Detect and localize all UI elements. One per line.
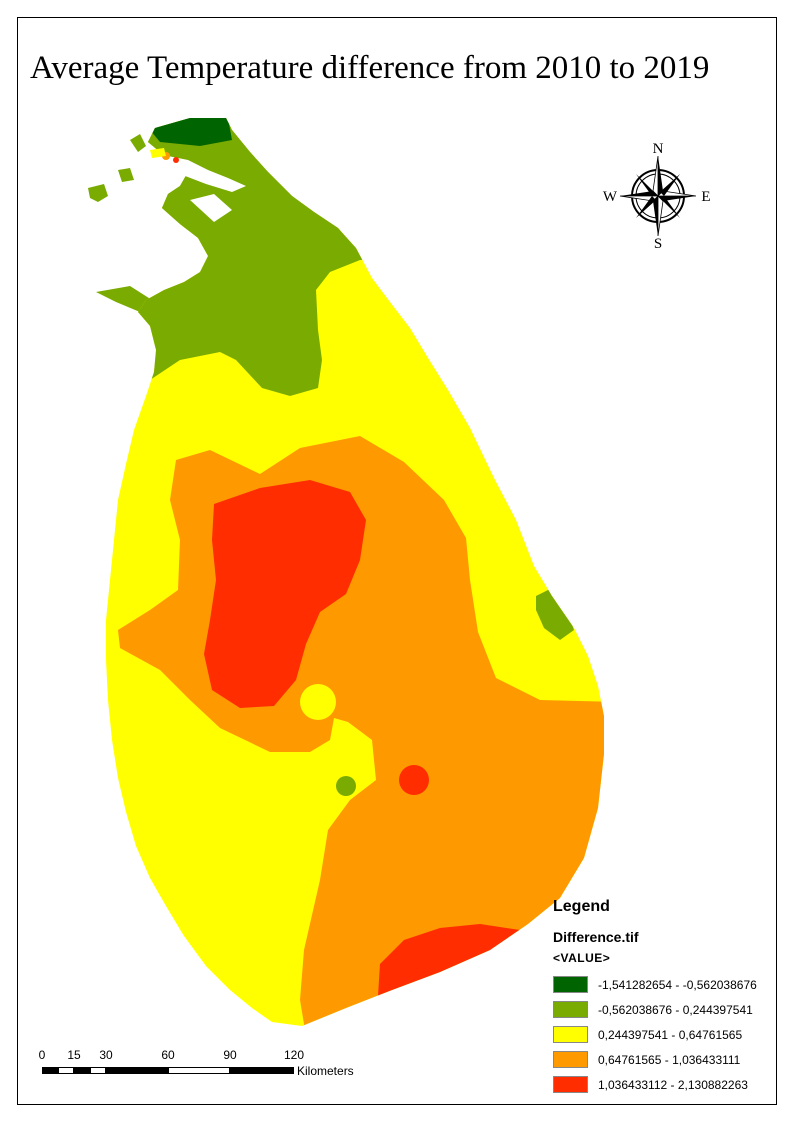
lagoons xyxy=(148,148,246,222)
west-label: W xyxy=(603,189,618,205)
class-zone-5 xyxy=(204,480,366,708)
scale-segment xyxy=(106,1067,168,1074)
legend-item-label: 1,036433112 - 2,130882263 xyxy=(598,1077,748,1092)
scale-tick-label: 15 xyxy=(67,1048,81,1062)
east-label: E xyxy=(701,189,710,205)
scale-segment xyxy=(58,1067,74,1074)
class-zone-1 xyxy=(150,118,232,146)
scale-segment xyxy=(90,1067,106,1074)
compass-rose-icon: N S E W xyxy=(603,141,711,252)
scale-segment xyxy=(168,1067,230,1074)
scale-tick-label: 120 xyxy=(283,1048,305,1062)
scale-tick-label: 60 xyxy=(161,1048,175,1062)
legend-layer-name: Difference.tif xyxy=(553,929,639,945)
legend-item: 0,244397541 - 0,64761565 xyxy=(553,1024,757,1045)
scale-segment xyxy=(74,1067,90,1074)
legend-title: Legend xyxy=(553,898,610,915)
legend-item-label: 0,64761565 - 1,036433111 xyxy=(598,1052,741,1067)
legend-item: -1,541282654 - -0,562038676 xyxy=(553,974,757,995)
legend-item-label: 0,244397541 - 0,64761565 xyxy=(598,1027,743,1042)
northern-islets xyxy=(88,134,158,320)
legend-item-label: -0,562038676 - 0,244397541 xyxy=(598,1002,753,1017)
scale-tick-label: 30 xyxy=(99,1048,113,1062)
scale-units-label: Kilometers xyxy=(297,1064,354,1078)
scale-segment xyxy=(42,1067,58,1074)
legend: Legend Difference.tif <VALUE> -1,5412826… xyxy=(553,898,757,1099)
legend-swatch xyxy=(553,976,588,993)
legend-item: -0,562038676 - 0,244397541 xyxy=(553,999,757,1020)
scale-segment xyxy=(230,1067,294,1074)
north-arrow: N S E W xyxy=(600,140,716,252)
scale-tick-label: 90 xyxy=(223,1048,237,1062)
legend-swatch xyxy=(553,1026,588,1043)
legend-item-label: -1,541282654 - -0,562038676 xyxy=(598,977,757,992)
north-label: N xyxy=(653,141,664,157)
legend-field-name: <VALUE> xyxy=(553,951,611,965)
scale-tick-label: 0 xyxy=(38,1048,46,1062)
south-label: S xyxy=(654,236,662,250)
legend-swatch xyxy=(553,1001,588,1018)
legend-swatch xyxy=(553,1051,588,1068)
legend-item: 0,64761565 - 1,036433111 xyxy=(553,1049,757,1070)
legend-item: 1,036433112 - 2,130882263 xyxy=(553,1074,757,1095)
map-title: Average Temperature difference from 2010… xyxy=(30,50,710,86)
legend-swatch xyxy=(553,1076,588,1093)
